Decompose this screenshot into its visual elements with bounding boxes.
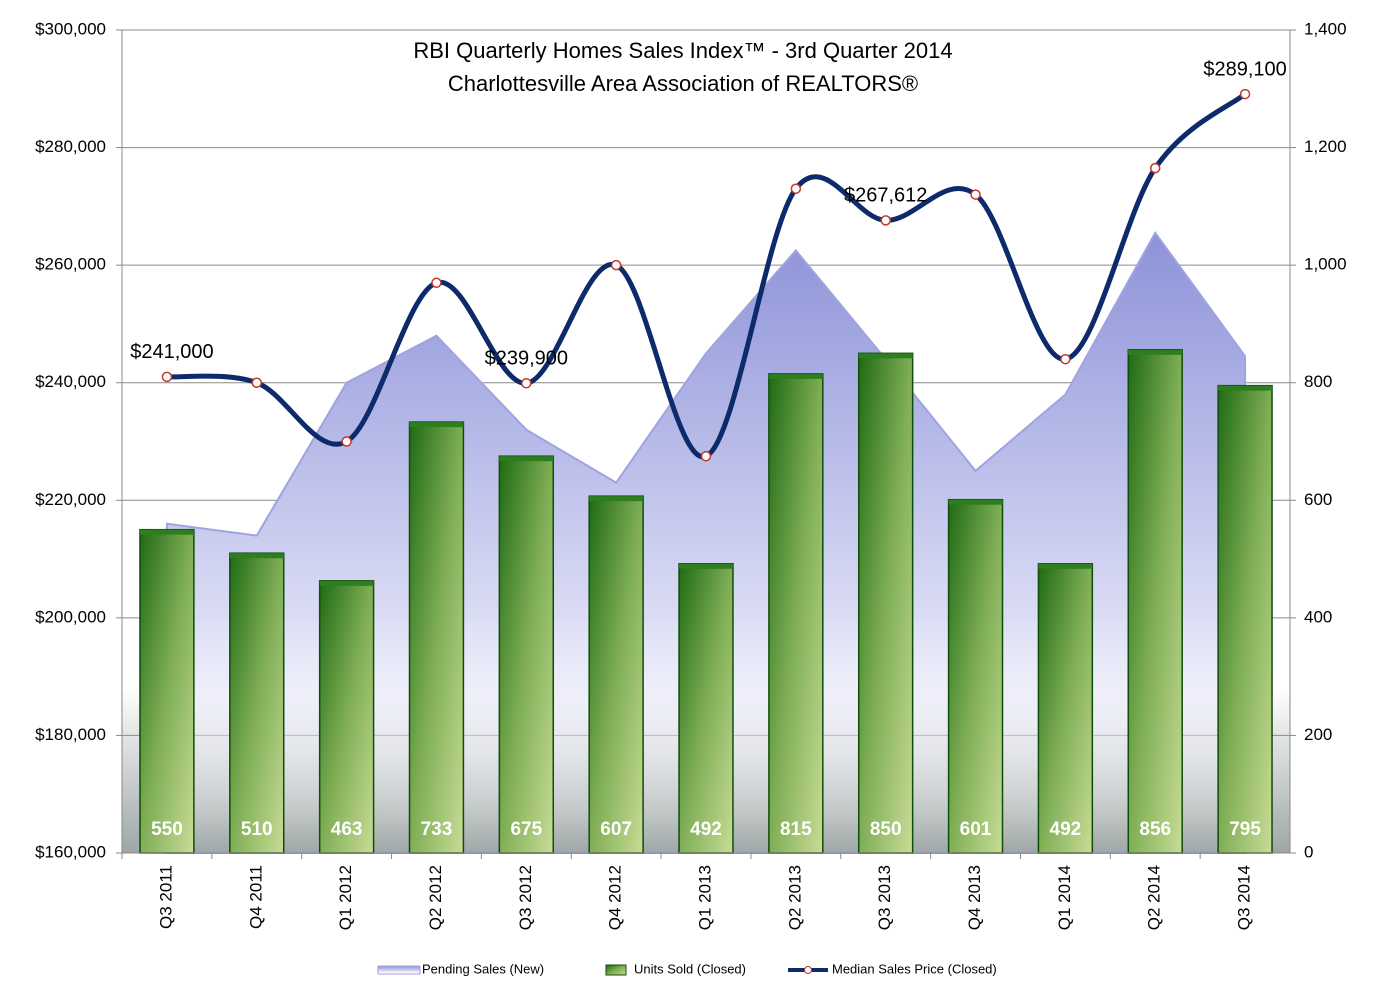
x-tick-label: Q1 2012 [336,865,355,930]
chart-title: RBI Quarterly Homes Sales Index™ - 3rd Q… [413,38,952,63]
x-tick-label: Q3 2014 [1235,865,1254,930]
bar-label: 850 [870,819,902,840]
point [431,277,442,289]
point [341,436,352,447]
bar-label: 675 [510,819,542,840]
x-tick-label: Q3 2011 [156,865,175,929]
bar [229,552,285,854]
bar-top [409,422,464,428]
bar-top [589,496,644,502]
point [1060,353,1071,365]
bar-label: 607 [600,819,632,840]
bar-label: 492 [690,819,722,840]
y2-tick-label: 1,400 [1304,19,1347,38]
legend-label: Pending Sales (New) [422,961,544,976]
legend-label: Units Sold (Closed) [634,961,746,976]
bar-label: 510 [241,819,273,840]
bar [408,421,465,854]
y2-tick-label: 800 [1304,372,1332,391]
bar-label: 492 [1050,819,1082,840]
bar-label: 550 [151,819,183,840]
bar [498,455,555,854]
bar-top [948,499,1003,505]
bar-top [858,353,913,359]
bar [768,373,824,854]
bar-top [768,373,823,379]
bar-top [1218,385,1273,391]
y-tick-label: $160,000 [35,842,106,861]
y-tick-label: $300,000 [35,19,106,38]
y2-tick-label: 400 [1304,607,1332,626]
y-tick-label: $240,000 [35,372,106,391]
bar-label: 733 [421,819,453,840]
point [790,183,802,194]
bar-label: 795 [1229,819,1261,840]
y-tick-label: $280,000 [35,137,106,156]
x-tick-label: Q3 2012 [516,865,535,930]
y2-tick-label: 600 [1304,490,1332,509]
y-tick-label: $180,000 [35,725,106,744]
bar-top [319,580,374,586]
x-tick-label: Q1 2013 [695,865,714,930]
legend-label: Median Sales Price (Closed) [832,961,997,976]
point [700,450,712,462]
bar [1127,349,1183,854]
bar [1217,384,1273,854]
y-tick-label: $200,000 [35,607,106,626]
point [161,371,173,383]
y2-tick-label: 1,200 [1304,137,1347,156]
bar-label: 601 [960,819,992,840]
bar-top [1038,563,1093,569]
x-tick-label: Q4 2013 [965,865,984,930]
x-tick-label: Q2 2013 [785,865,804,930]
bar [947,498,1004,854]
point [251,377,263,388]
x-tick-label: Q1 2014 [1055,865,1074,930]
x-tick-label: Q4 2011 [246,865,265,929]
bar [318,580,375,854]
bar-top [229,553,284,559]
value-label: $289,100 [1203,58,1286,80]
bar [588,495,644,854]
bar [139,528,195,854]
x-tick-label: Q4 2012 [606,865,625,930]
bar-top [139,529,194,535]
bar-label: 856 [1139,819,1171,840]
legend-swatch [804,966,812,974]
point [970,189,981,200]
legend-swatch [377,965,421,975]
legend-swatch [605,964,627,976]
bar-label: 463 [331,819,363,840]
bar [857,352,914,854]
y-tick-label: $260,000 [35,255,106,274]
point [880,215,891,226]
value-label: $241,000 [130,341,213,363]
point [521,378,532,389]
x-tick-label: Q2 2014 [1145,865,1164,930]
bar [678,563,734,854]
y2-tick-label: 1,000 [1304,255,1347,274]
bar [1037,563,1094,854]
point [1239,88,1251,100]
value-label: $267,612 [844,185,927,207]
bar-top [679,563,733,569]
bar-top [1128,349,1183,355]
x-tick-label: Q3 2013 [875,865,894,930]
point [1149,162,1161,174]
value-label: $239,900 [485,348,568,370]
y-tick-label: $220,000 [35,490,106,509]
y2-tick-label: 0 [1304,842,1313,861]
bar-top [499,456,554,462]
y2-tick-label: 200 [1304,725,1332,744]
x-tick-label: Q2 2012 [426,865,445,930]
point [610,259,622,271]
bar-label: 815 [780,819,812,840]
chart-subtitle: Charlottesville Area Association of REAL… [448,71,918,96]
